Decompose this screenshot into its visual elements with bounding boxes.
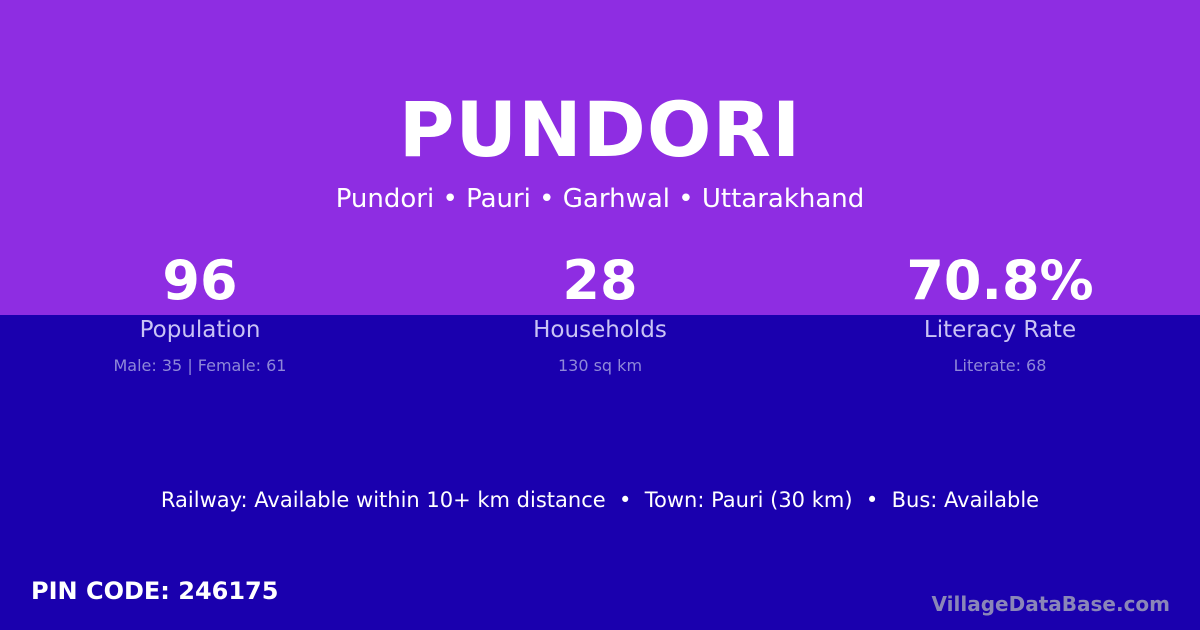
village-title: PUNDORI xyxy=(398,85,802,174)
stat-label: Population xyxy=(139,317,261,343)
stat-detail: 130 sq km xyxy=(557,356,643,375)
stat-detail: Literate: 68 xyxy=(953,356,1047,375)
stat-value: 28 xyxy=(562,249,638,312)
header-band xyxy=(0,0,1200,315)
stat-value: 96 xyxy=(162,249,238,312)
stat-population: 96 Population Male: 35 | Female: 61 xyxy=(0,250,400,377)
amenities-info: Railway: Available within 10+ km distanc… xyxy=(160,488,1040,512)
location-breadcrumb: Pundori • Pauri • Garhwal • Uttarakhand xyxy=(335,184,865,214)
brand-watermark: VillageDataBase.com xyxy=(931,592,1170,616)
stat-value: 70.8% xyxy=(906,249,1094,312)
stat-households: 28 Households 130 sq km xyxy=(400,250,800,377)
pin-code: PIN CODE: 246175 xyxy=(31,577,279,605)
stat-label: Households xyxy=(533,317,667,343)
lower-band xyxy=(0,315,1200,630)
stat-detail: Male: 35 | Female: 61 xyxy=(113,356,287,375)
stat-label: Literacy Rate xyxy=(923,317,1077,343)
stat-literacy: 70.8% Literacy Rate Literate: 68 xyxy=(800,250,1200,377)
